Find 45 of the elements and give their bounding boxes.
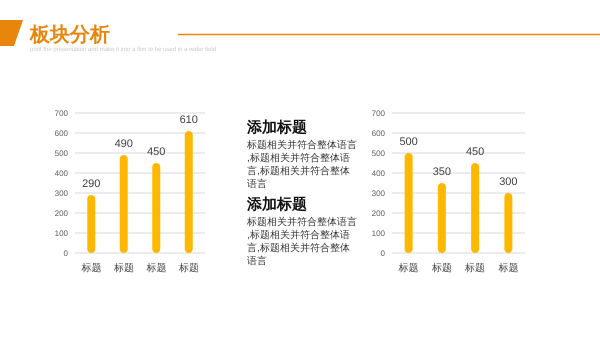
bar (471, 163, 480, 253)
data-label: 300 (499, 176, 518, 188)
x-tick-label: 标题 (80, 262, 102, 274)
y-tick-label: 500 (372, 149, 386, 158)
y-tick-label: 0 (380, 249, 386, 258)
y-tick-label: 600 (372, 129, 386, 138)
data-label: 350 (432, 166, 452, 178)
bar (504, 193, 512, 253)
bar (438, 183, 446, 253)
text: 标题相关并符合整体语言,标题相关并符合整体语言,标题相关并符合整体语言 (246, 216, 357, 267)
y-tick-label: 400 (54, 169, 69, 178)
x-tick-label: 标题 (430, 262, 452, 274)
y-tick-label: 300 (372, 189, 386, 198)
text: 板块分析 (29, 24, 110, 46)
x-tick-label: 标题 (464, 262, 486, 274)
text: 添加标题 (246, 119, 307, 136)
x-tick-label: 标题 (398, 262, 419, 274)
y-tick-label: 400 (372, 169, 386, 178)
x-tick-label: 标题 (145, 262, 166, 274)
y-tick-label: 200 (54, 209, 69, 218)
y-tick-label: 300 (54, 189, 69, 198)
data-label: 610 (180, 114, 198, 126)
bar (87, 195, 96, 253)
data-label: 490 (114, 138, 133, 150)
x-tick-label: 标题 (497, 262, 518, 274)
data-label: 290 (82, 178, 100, 190)
bar (404, 153, 413, 253)
text: 添加标题 (246, 196, 307, 213)
y-tick-label: 600 (54, 129, 69, 138)
text: 标题相关并符合整体语言,标题相关并符合整体语言,标题相关并符合整体语言 (246, 139, 357, 190)
bar (120, 155, 128, 253)
y-tick-label: 100 (54, 229, 69, 238)
x-tick-label: 标题 (112, 262, 134, 274)
y-tick-label: 0 (64, 249, 69, 258)
bar (184, 131, 193, 253)
data-label: 500 (399, 136, 418, 148)
data-label: 450 (147, 146, 166, 158)
bar (152, 163, 160, 253)
x-tick-label: 标题 (178, 262, 199, 274)
y-tick-label: 700 (54, 109, 69, 118)
y-tick-label: 200 (372, 209, 386, 218)
y-tick-label: 100 (372, 229, 386, 238)
data-label: 450 (466, 146, 484, 158)
y-tick-label: 700 (372, 109, 386, 118)
y-tick-label: 500 (54, 149, 69, 158)
